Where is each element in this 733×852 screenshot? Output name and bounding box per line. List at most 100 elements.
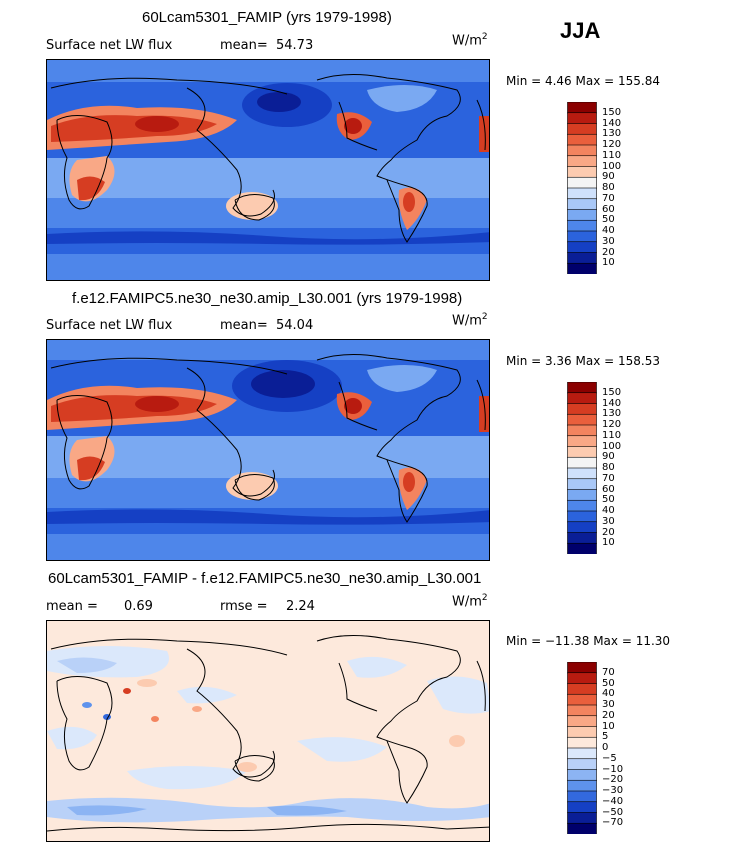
colorbar-2-tick-label: 60 [602,483,615,495]
colorbar-2-tick-label: 70 [602,472,615,484]
panel-2-mean-label: mean= [220,318,268,333]
colorbar-1-tick-label: 40 [602,225,615,236]
panel-1-colorbar [567,101,597,279]
panel-3-colorbar [567,661,597,839]
colorbar-1-swatch [567,198,597,211]
panel-3-colorbar-svg [567,661,597,835]
colorbar-1-swatch [567,209,597,221]
season-label: JJA [560,18,601,43]
colorbar-2-tick-label: 80 [602,462,615,473]
colorbar-2-tick-label: 150 [602,386,622,398]
colorbar-1-swatch [567,176,597,189]
colorbar-3-swatch [567,790,597,803]
panel-1-mean-label: mean= [220,38,268,53]
colorbar-3-tick-label: −70 [602,817,624,829]
colorbar-2-swatch [567,435,597,448]
colorbar-1-tick-label: 100 [602,160,622,172]
colorbar-1-swatch [567,166,597,178]
colorbar-1-swatch [567,101,597,114]
colorbar-3-tick-label: −20 [602,774,624,786]
colorbar-1-swatch [567,241,597,254]
panel-1-colorbar-svg [567,101,597,275]
colorbar-3-swatch [567,661,597,674]
colorbar-3-tick-label: 10 [602,720,615,732]
colorbar-2-swatch [567,499,597,512]
panel-2-map-svg [47,340,489,560]
panel-3-title: 60Lcam5301_FAMIP - f.e12.FAMIPC5.ne30_ne… [48,570,482,587]
colorbar-1-swatch [567,219,597,232]
colorbar-1-tick-label: 50 [602,214,615,226]
colorbar-2-swatch [567,478,597,491]
colorbar-3-tick-label: −40 [602,795,624,807]
panel-2-mean-value: 54.04 [276,318,314,333]
colorbar-3-swatch [567,736,597,749]
colorbar-1-swatch [567,187,597,200]
panel-1-map [46,59,490,281]
colorbar-2-tick-label: 30 [602,515,615,527]
colorbar-2-tick-label: 20 [602,526,615,538]
panel-2-title: f.e12.FAMIPC5.ne30_ne30.amip_L30.001 (yr… [72,290,463,307]
colorbar-3-swatch [567,693,597,706]
panel-1-minmax: Min = 4.46 Max = 155.84 [506,74,660,88]
colorbar-3-swatch [567,812,597,824]
colorbar-3-swatch [567,683,597,695]
colorbar-3-swatch [567,801,597,814]
panel-3-mean-label: mean = [46,599,98,614]
panel-1-mean-value: 54.73 [276,38,314,53]
panel-3-units-base: W/m [452,594,482,610]
colorbar-2-tick-label: 40 [602,505,615,516]
colorbar-2-tick-label: 120 [602,419,622,430]
colorbar-2-swatch [567,456,597,469]
panel-1-units-base: W/m [452,33,482,49]
colorbar-3-tick-label: −5 [602,752,617,764]
colorbar-1-tick-label: 20 [602,246,615,258]
colorbar-1-tick-label: 120 [602,139,622,150]
colorbar-2-tick-label: 140 [602,397,622,409]
colorbar-2-swatch [567,542,597,555]
panel-2-map [46,339,490,561]
colorbar-1-tick-label: 150 [602,106,622,118]
colorbar-1-tick-label: 130 [602,128,622,140]
colorbar-3-tick-label: 0 [602,742,609,753]
colorbar-1-swatch [567,144,597,157]
colorbar-1-tick-label: 80 [602,182,615,193]
colorbar-3-swatch [567,822,597,835]
colorbar-3-tick-label: 5 [602,731,609,743]
colorbar-1-tick-label: 70 [602,192,615,204]
panel-1-units: W/m2 [452,32,488,48]
colorbar-2-swatch [567,489,597,501]
panel-2-units-base: W/m [452,313,482,329]
panel-2-colorbar [567,381,597,559]
panel-3-rmse-value: 2.24 [286,599,315,614]
colorbar-2-swatch [567,403,597,415]
panel-3-units-exp: 2 [481,593,488,603]
colorbar-3-tick-label: 40 [602,688,615,700]
colorbar-3-swatch [567,715,597,728]
colorbar-1-tick-label: 110 [602,149,622,161]
colorbar-2-tick-label: 110 [602,429,622,441]
colorbar-1-tick-label: 140 [602,117,622,129]
panel-1-title: 60Lcam5301_FAMIP (yrs 1979-1998) [142,9,392,26]
panel-3-units: W/m2 [452,593,488,609]
colorbar-2-swatch [567,446,597,458]
colorbar-1-tick-label: 60 [602,203,615,215]
colorbar-1-tick-label: 90 [602,171,615,183]
colorbar-3-swatch [567,672,597,685]
colorbar-1-swatch [567,252,597,264]
colorbar-3-tick-label: −30 [602,785,624,796]
colorbar-3-swatch [567,779,597,792]
panel-2-units: W/m2 [452,312,488,328]
colorbar-2-swatch [567,532,597,544]
colorbar-1-swatch [567,133,597,146]
panel-1-map-svg [47,60,489,280]
colorbar-1-swatch [567,112,597,125]
panel-1-units-exp: 2 [481,32,488,42]
colorbar-3-swatch [567,726,597,738]
colorbar-1-swatch [567,123,597,135]
colorbar-3-tick-label: 50 [602,677,615,689]
colorbar-3-swatch [567,704,597,717]
panel-3-rmse-label: rmse = [220,599,268,614]
colorbar-1-tick-label: 30 [602,235,615,247]
colorbar-3-swatch [567,758,597,771]
colorbar-2-swatch [567,381,597,394]
